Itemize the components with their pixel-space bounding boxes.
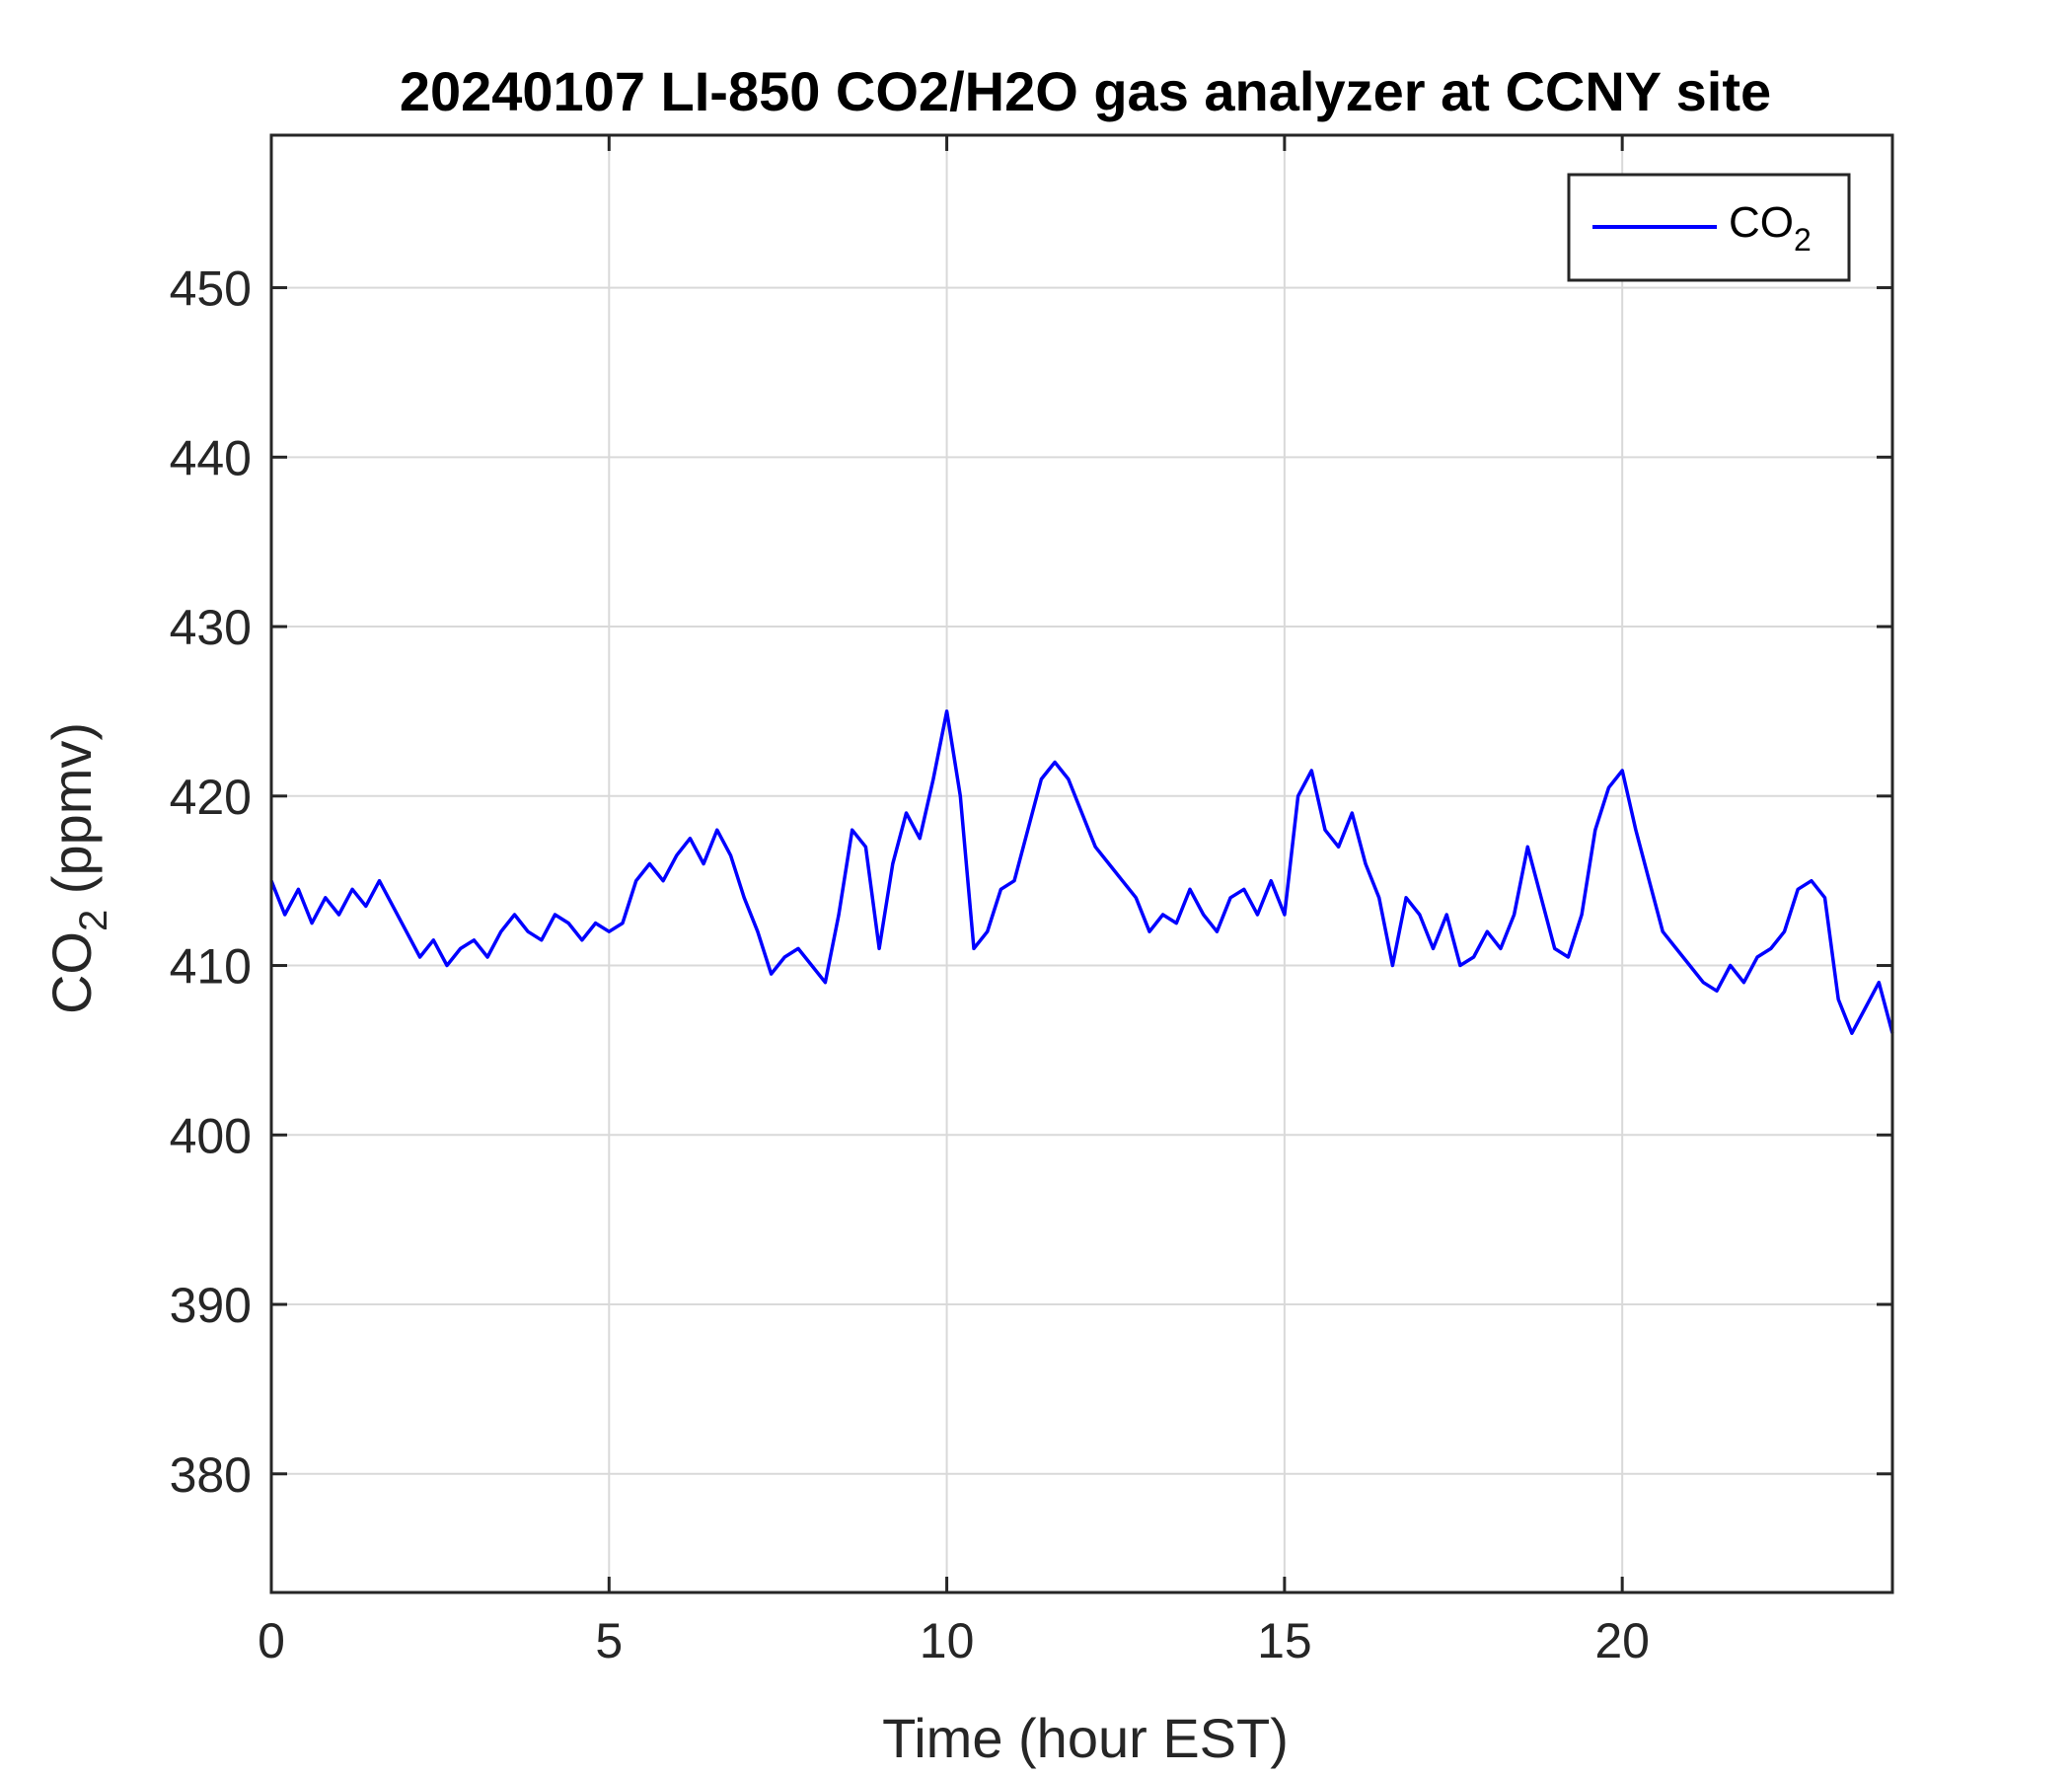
legend-label: CO2 [1729,198,1812,258]
y-axis-title-main: CO [40,931,103,1014]
x-tick-label: 5 [595,1613,623,1668]
x-tick-label: 20 [1594,1613,1650,1668]
y-tick-label: 420 [170,770,252,825]
y-axis-title-subscript: 2 [72,910,115,931]
axes-layer: 0 5 10 15 20 380 390 400 410 420 430 440 450 [170,133,1894,1668]
y-tick-label: 450 [170,261,252,317]
axes-frame [269,133,1894,1594]
x-tick-label: 0 [258,1613,285,1668]
legend-label-main: CO [1729,198,1794,247]
co2-series-line [269,709,1894,1035]
plot-area [271,135,1892,1592]
y-tick-label: 410 [170,939,252,995]
y-tick-label: 430 [170,600,252,655]
x-axis-title: Time (hour EST) [882,1707,1289,1769]
chart-title: 20240107 LI-850 CO2/H2O gas analyzer at … [400,60,1771,122]
y-tick-label: 380 [170,1447,252,1503]
y-axis-title-suffix: (ppmv) [40,722,103,910]
y-tick-label: 400 [170,1108,252,1163]
y-tick-label: 440 [170,430,252,485]
data-layer [269,709,1894,1035]
y-tick-label: 390 [170,1278,252,1333]
y-axis-title: CO2 (ppmv) [40,722,115,1014]
x-tick-label: 10 [920,1613,975,1668]
grid-layer [270,135,1892,1592]
legend-label-subscript: 2 [1794,222,1812,258]
x-tick-label: 15 [1257,1613,1312,1668]
legend: CO2 [1567,173,1851,282]
